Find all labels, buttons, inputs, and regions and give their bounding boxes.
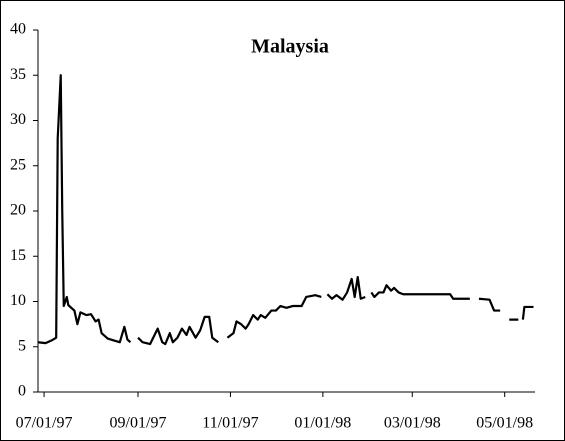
y-tick-label: 0 <box>18 383 26 400</box>
y-tick-label: 30 <box>10 111 26 128</box>
y-tick-label: 5 <box>18 337 26 354</box>
x-tick-label: 05/01/98 <box>476 415 533 432</box>
y-tick-label: 25 <box>10 156 26 173</box>
chart-title: Malaysia <box>251 36 329 58</box>
y-tick-label: 10 <box>10 292 26 309</box>
x-tick-label: 09/01/97 <box>110 415 167 432</box>
x-tick-label: 03/01/98 <box>384 415 441 432</box>
y-tick-label: 20 <box>10 202 26 219</box>
y-tick-label: 15 <box>10 247 26 264</box>
y-tick-label: 35 <box>10 66 26 83</box>
x-tick-label: 07/01/97 <box>16 415 73 432</box>
x-tick-label: 01/01/98 <box>294 415 351 432</box>
x-tick-label: 11/01/97 <box>202 415 258 432</box>
y-tick-label: 40 <box>10 21 26 38</box>
data-line <box>37 74 534 346</box>
